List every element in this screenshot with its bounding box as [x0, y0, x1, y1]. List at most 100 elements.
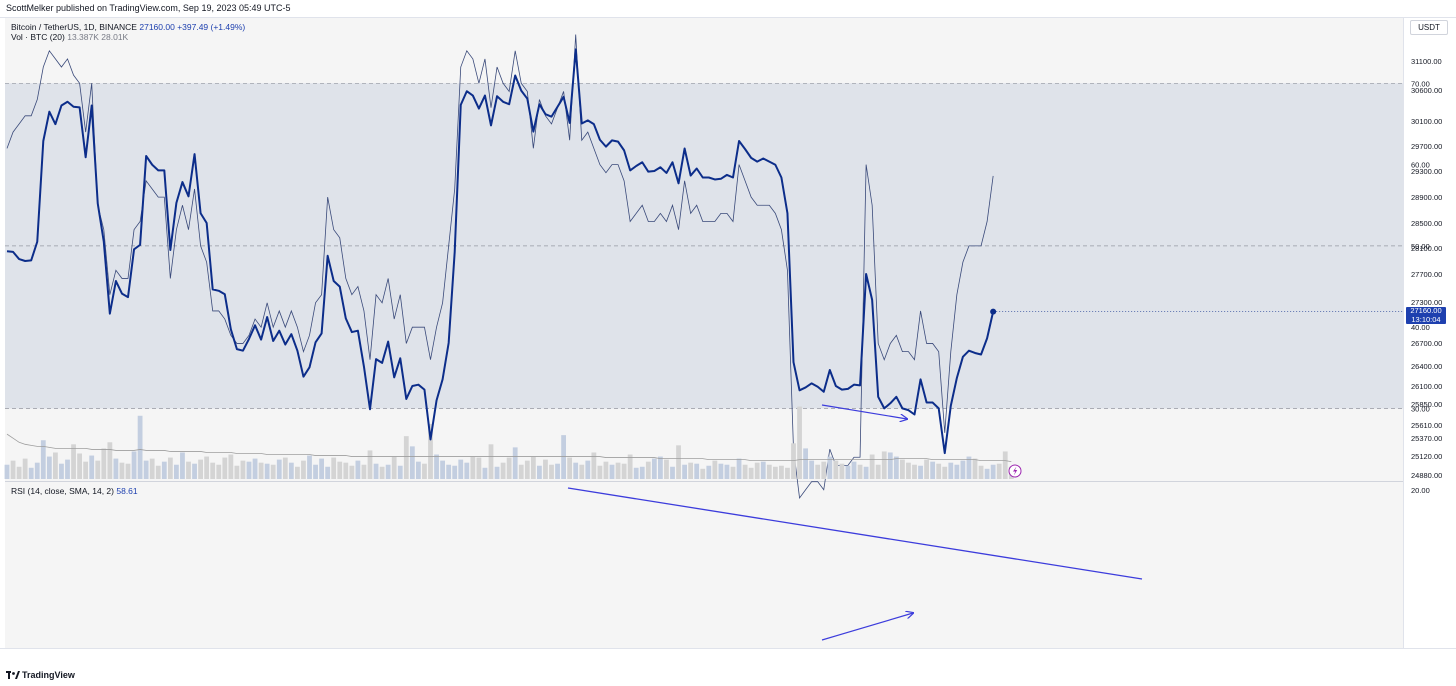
- volume-bar: [476, 457, 482, 479]
- volume-bar: [482, 467, 488, 479]
- time-axis[interactable]: [0, 648, 1456, 665]
- volume-bar: [748, 467, 754, 479]
- price-tick-label: 28100.00: [1411, 244, 1442, 253]
- volume-bar: [827, 456, 833, 479]
- volume-bar: [603, 461, 609, 479]
- price-tick-label: 29700.00: [1411, 142, 1442, 151]
- volume-bar: [288, 462, 294, 479]
- volume-bar: [887, 452, 893, 479]
- lightning-bolt: [1013, 466, 1018, 476]
- volume-bar: [694, 463, 700, 479]
- volume-bar: [736, 458, 742, 479]
- price-tick-label: 29300.00: [1411, 167, 1442, 176]
- price-tick-label: 26700.00: [1411, 339, 1442, 348]
- price-tick-label: 25850.00: [1411, 400, 1442, 409]
- volume-bar: [83, 461, 89, 479]
- volume-bar: [367, 450, 373, 479]
- volume-bar: [627, 454, 633, 479]
- price-tick-label: 25120.00: [1411, 452, 1442, 461]
- volume-bar: [464, 462, 470, 479]
- price-tick-label: 26400.00: [1411, 362, 1442, 371]
- volume-bar: [803, 448, 808, 479]
- volume-bar: [385, 464, 391, 479]
- volume-bar: [113, 458, 119, 479]
- volume-label: Vol · BTC (20): [11, 32, 65, 42]
- rsi-tick-label: 50.00: [1411, 242, 1430, 251]
- volume-bar: [585, 460, 591, 479]
- volume-bar: [101, 448, 107, 479]
- volume-bar: [240, 460, 246, 479]
- volume-bar: [16, 466, 22, 479]
- volume-bar: [524, 460, 530, 479]
- currency-unit-button[interactable]: USDT: [1410, 20, 1448, 35]
- annotations-layer: [567, 404, 1143, 641]
- volume-bar: [530, 456, 536, 479]
- volume-bar: [391, 456, 397, 479]
- volume-bar: [174, 464, 179, 479]
- volume-bar: [446, 464, 452, 479]
- volume-bar: [409, 446, 415, 479]
- volume-bar: [22, 458, 28, 479]
- volume-bar: [972, 458, 978, 479]
- volume-bar: [561, 435, 566, 479]
- volume-bar: [730, 466, 736, 479]
- price-axis[interactable]: [1403, 18, 1456, 648]
- volume-bar: [258, 462, 264, 479]
- volume-bar: [893, 456, 899, 479]
- price-tick-label: 31100.00: [1411, 57, 1442, 66]
- publish-header: ScottMelker published on TradingView.com…: [0, 0, 1456, 18]
- volume-bar: [373, 463, 379, 479]
- volume-bar: [10, 460, 16, 479]
- rsi-line: [6, 34, 994, 499]
- volume-bar: [990, 464, 996, 479]
- volume-bar: [906, 462, 911, 479]
- volume-bar: [325, 466, 331, 479]
- volume-bar: [416, 461, 421, 479]
- volume-bar: [46, 456, 52, 479]
- volume-bar: [645, 461, 651, 479]
- volume-bar: [863, 466, 869, 479]
- volume-bar: [77, 453, 82, 479]
- volume-bar: [658, 456, 663, 479]
- tradingview-logo-icon: [6, 671, 20, 679]
- volume-bar: [506, 457, 512, 479]
- volume-bar: [210, 462, 216, 479]
- volume-bar: [155, 465, 161, 479]
- volume-bar: [119, 462, 125, 479]
- volume-bar: [59, 463, 64, 479]
- volume-bar: [615, 462, 621, 479]
- price-tick-label: 28500.00: [1411, 219, 1442, 228]
- volume-bar: [760, 461, 766, 479]
- price-tick-label: 27700.00: [1411, 270, 1442, 279]
- volume-bar: [34, 462, 40, 479]
- rsi-value: 58.61: [116, 486, 138, 496]
- volume-bar: [228, 454, 234, 479]
- volume-bar: [4, 464, 10, 479]
- volume-bar: [567, 457, 573, 479]
- volume-bar: [930, 461, 936, 479]
- volume-bar: [712, 460, 718, 479]
- volume-bar: [343, 462, 349, 479]
- price-line: [6, 48, 995, 455]
- volume-bar: [216, 464, 222, 479]
- volume-bar: [766, 464, 772, 479]
- rsi-layer: [5, 34, 1403, 499]
- legend-symbol: Bitcoin / TetherUS, 1D, BINANCE: [11, 22, 137, 32]
- volume-ma-line: [6, 433, 1012, 463]
- rsi-tick-label: 20.00: [1411, 486, 1430, 495]
- volume-bar: [434, 454, 439, 479]
- volume-bar: [71, 444, 76, 479]
- volume-bar: [966, 456, 972, 479]
- volume-bar: [978, 465, 984, 479]
- volume-bar: [779, 465, 784, 479]
- volume-bar: [397, 465, 403, 479]
- volume-bar: [815, 464, 821, 479]
- volume-bar: [579, 464, 585, 479]
- volume-bar: [295, 466, 300, 479]
- rsi-tick-label: 60.00: [1411, 161, 1430, 170]
- legend-price: 27160.00: [139, 22, 175, 32]
- lightning-icon: [1008, 464, 1022, 478]
- volume-bar: [900, 459, 905, 479]
- volume-bar: [633, 467, 639, 479]
